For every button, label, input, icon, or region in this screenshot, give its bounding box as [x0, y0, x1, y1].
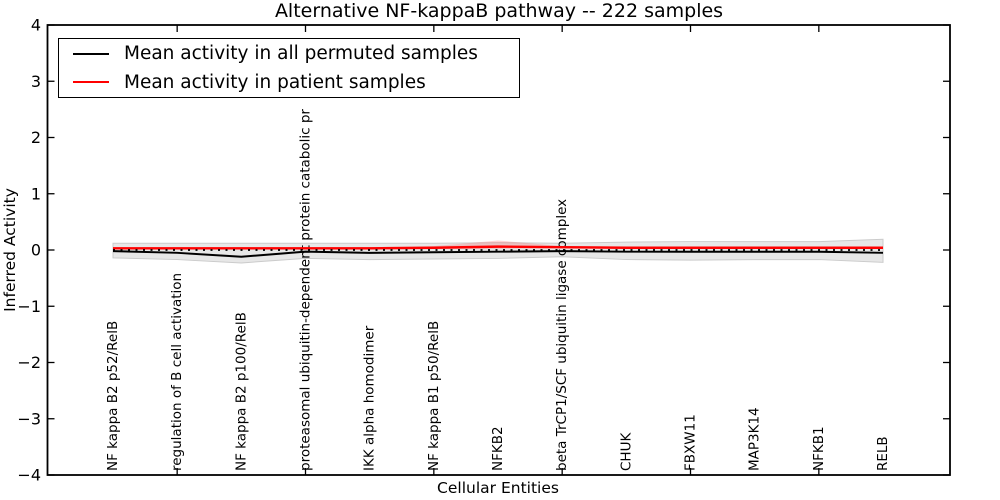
x-tick-label: regulation of B cell activation: [169, 273, 185, 471]
x-tick-label: CHUK: [618, 432, 634, 471]
legend: Mean activity in all permuted samples Me…: [58, 38, 520, 98]
x-tick-label: NFKB1: [811, 426, 827, 471]
y-tick-label: −1: [17, 297, 41, 316]
legend-entry-permuted: Mean activity in all permuted samples: [59, 40, 519, 68]
x-tick-label: NF kappa B2 p52/RelB: [105, 321, 121, 471]
legend-label: Mean activity in all permuted samples: [124, 43, 478, 65]
y-tick-label: 2: [31, 128, 41, 147]
x-tick-label: NFKB2: [490, 426, 506, 471]
y-tick-label: −4: [17, 466, 41, 485]
y-axis-label: Inferred Activity: [1, 188, 19, 312]
y-tick-label: 1: [31, 184, 41, 203]
x-axis-label: Cellular Entities: [437, 479, 559, 497]
chart-title: Alternative NF-kappaB pathway -- 222 sam…: [274, 0, 724, 22]
black-line-icon: [73, 52, 109, 55]
series-line-mean-activity-in-patient-samples: [113, 245, 883, 250]
y-tick-label: 3: [31, 72, 41, 91]
legend-label: Mean activity in patient samples: [124, 71, 426, 93]
x-tick-label: FBXW11: [683, 414, 699, 471]
x-tick-label: proteasomal ubiquitin-dependent protein …: [298, 109, 314, 471]
series-line-mean-activity-in-all-permuted-samples: [112, 250, 884, 258]
x-tick-label: beta TrCP1/SCF ubiquitin ligase complex: [554, 199, 570, 471]
x-tick-label: RELB: [875, 436, 891, 471]
x-tick-label: IKK alpha homodimer: [362, 325, 378, 471]
red-line-icon: [73, 81, 109, 84]
y-tick-label: −2: [17, 353, 41, 372]
legend-entry-patient: Mean activity in patient samples: [59, 68, 519, 96]
y-tick-label: 4: [31, 16, 41, 35]
x-tick-label: NF kappa B2 p100/RelB: [233, 312, 249, 471]
x-tick-label: NF kappa B1 p50/RelB: [426, 321, 442, 471]
y-tick-label: 0: [31, 241, 41, 260]
y-tick-label: −3: [17, 409, 41, 428]
x-tick-label: MAP3K14: [747, 407, 763, 471]
